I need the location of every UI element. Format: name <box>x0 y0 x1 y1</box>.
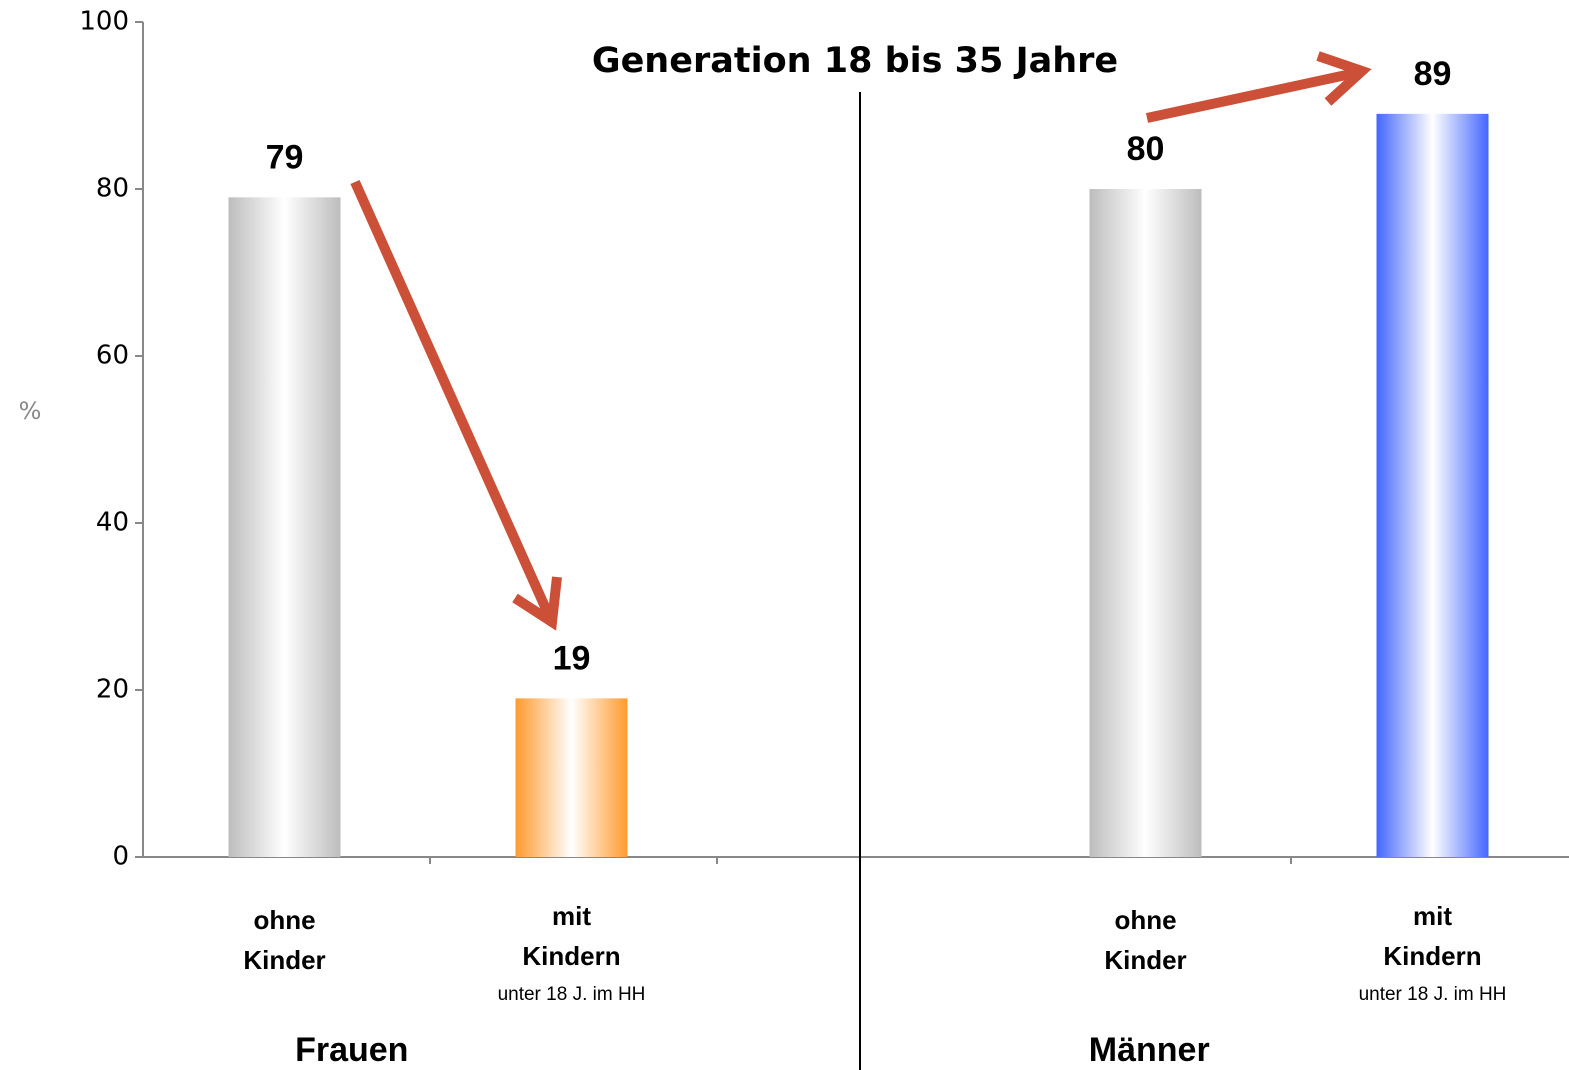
x-tick-label: mit <box>1413 901 1452 931</box>
x-tick-label: ohne <box>1114 905 1176 935</box>
y-tick-label: 20 <box>96 675 129 705</box>
x-tick-label: Kinder <box>1104 945 1186 975</box>
y-tick-label: 0 <box>112 842 129 872</box>
arrow <box>350 179 562 631</box>
x-tick-note: unter 18 J. im HH <box>1359 984 1507 1005</box>
y-tick-label: 80 <box>96 174 129 204</box>
bar <box>1089 189 1202 857</box>
bar <box>1376 113 1489 858</box>
bar <box>515 698 628 857</box>
x-tick-label: ohne <box>253 905 315 935</box>
group-label: Frauen <box>295 1031 408 1069</box>
arrow <box>1145 51 1372 123</box>
data-label: 19 <box>553 639 591 677</box>
x-tick-label: mit <box>552 901 591 931</box>
bar <box>228 197 341 858</box>
data-label: 79 <box>266 138 304 176</box>
y-axis-label: % <box>19 397 42 425</box>
data-label: 89 <box>1414 55 1452 93</box>
data-label: 80 <box>1127 130 1165 168</box>
group-label: Männer <box>1089 1031 1210 1069</box>
y-tick-label: 40 <box>96 508 129 538</box>
y-tick-label: 100 <box>79 7 129 37</box>
y-tick-label: 60 <box>96 341 129 371</box>
chart-title: Generation 18 bis 35 Jahre <box>592 41 1118 81</box>
x-tick-note: unter 18 J. im HH <box>498 984 646 1005</box>
x-tick-label: Kinder <box>243 945 325 975</box>
x-tick-label: Kindern <box>522 941 620 971</box>
x-tick-label: Kindern <box>1383 941 1481 971</box>
